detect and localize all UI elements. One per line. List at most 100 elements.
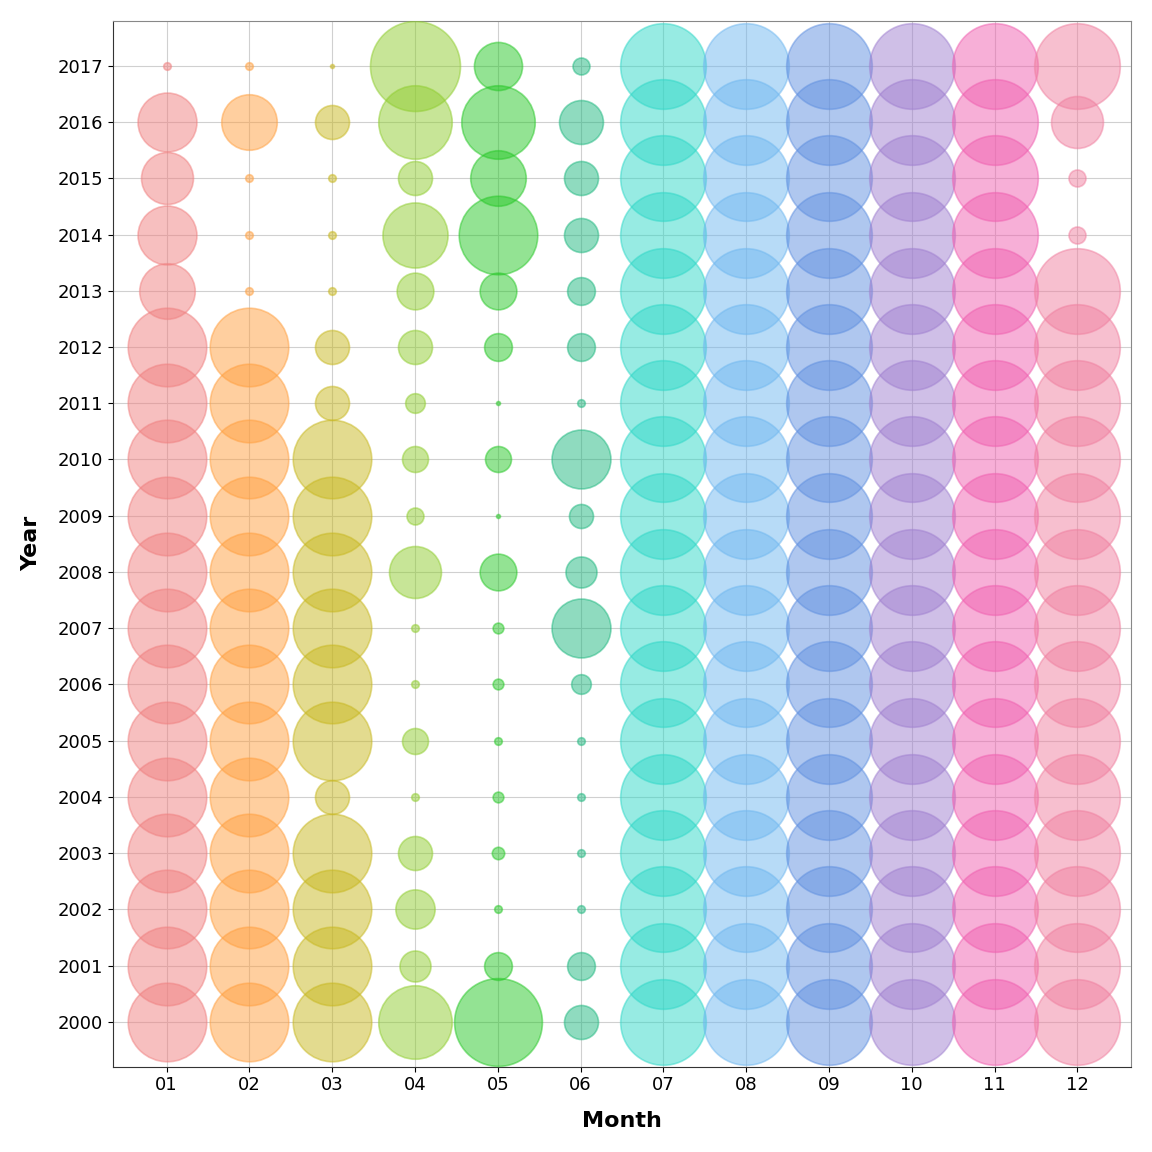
- Point: [737, 562, 756, 581]
- Point: [902, 113, 920, 131]
- Point: [654, 507, 673, 525]
- Point: [488, 562, 507, 581]
- Point: [571, 844, 590, 863]
- Point: [985, 956, 1003, 975]
- Point: [488, 732, 507, 750]
- Y-axis label: Year: Year: [21, 516, 40, 571]
- Point: [571, 900, 590, 918]
- Point: [654, 844, 673, 863]
- Point: [985, 113, 1003, 131]
- Point: [323, 900, 341, 918]
- Point: [488, 844, 507, 863]
- Point: [241, 113, 259, 131]
- Point: [902, 1013, 920, 1031]
- Point: [820, 844, 839, 863]
- Point: [571, 169, 590, 188]
- Point: [902, 900, 920, 918]
- Point: [1068, 619, 1086, 637]
- Point: [571, 562, 590, 581]
- Point: [985, 619, 1003, 637]
- Point: [571, 450, 590, 469]
- Point: [241, 732, 259, 750]
- Point: [902, 450, 920, 469]
- Point: [902, 281, 920, 300]
- Point: [323, 956, 341, 975]
- Point: [902, 844, 920, 863]
- Point: [902, 169, 920, 188]
- Point: [406, 169, 424, 188]
- Point: [737, 113, 756, 131]
- Point: [323, 507, 341, 525]
- Point: [654, 226, 673, 244]
- Point: [406, 113, 424, 131]
- Point: [820, 956, 839, 975]
- Point: [241, 619, 259, 637]
- Point: [902, 562, 920, 581]
- Point: [323, 394, 341, 412]
- Point: [323, 226, 341, 244]
- Point: [488, 900, 507, 918]
- Point: [406, 1013, 424, 1031]
- Point: [985, 169, 1003, 188]
- Point: [1068, 900, 1086, 918]
- Point: [158, 226, 176, 244]
- Point: [985, 450, 1003, 469]
- Point: [158, 844, 176, 863]
- Point: [985, 226, 1003, 244]
- Point: [820, 900, 839, 918]
- Point: [323, 338, 341, 356]
- Point: [158, 900, 176, 918]
- Point: [323, 113, 341, 131]
- Point: [820, 450, 839, 469]
- Point: [571, 956, 590, 975]
- Point: [902, 56, 920, 75]
- Point: [737, 844, 756, 863]
- Point: [406, 450, 424, 469]
- Point: [737, 450, 756, 469]
- Point: [406, 675, 424, 694]
- Point: [323, 281, 341, 300]
- Point: [1068, 169, 1086, 188]
- Point: [985, 338, 1003, 356]
- Point: [323, 788, 341, 806]
- Point: [323, 619, 341, 637]
- Point: [406, 226, 424, 244]
- Point: [985, 1013, 1003, 1031]
- Point: [985, 281, 1003, 300]
- Point: [571, 675, 590, 694]
- Point: [488, 169, 507, 188]
- Point: [323, 732, 341, 750]
- Point: [158, 281, 176, 300]
- Point: [737, 226, 756, 244]
- Point: [820, 113, 839, 131]
- Point: [406, 619, 424, 637]
- Point: [1068, 56, 1086, 75]
- Point: [654, 338, 673, 356]
- Point: [654, 956, 673, 975]
- Point: [241, 562, 259, 581]
- Point: [241, 56, 259, 75]
- Point: [1068, 281, 1086, 300]
- Point: [737, 619, 756, 637]
- Point: [654, 450, 673, 469]
- Point: [241, 1013, 259, 1031]
- Point: [241, 281, 259, 300]
- Point: [1068, 956, 1086, 975]
- Point: [158, 338, 176, 356]
- Point: [323, 844, 341, 863]
- Point: [1068, 338, 1086, 356]
- Point: [820, 507, 839, 525]
- Point: [406, 56, 424, 75]
- Point: [488, 281, 507, 300]
- Point: [737, 56, 756, 75]
- Point: [323, 450, 341, 469]
- Point: [406, 281, 424, 300]
- Point: [1068, 732, 1086, 750]
- Point: [737, 281, 756, 300]
- Point: [1068, 562, 1086, 581]
- Point: [406, 507, 424, 525]
- Point: [985, 732, 1003, 750]
- Point: [820, 1013, 839, 1031]
- Point: [1068, 450, 1086, 469]
- Point: [241, 338, 259, 356]
